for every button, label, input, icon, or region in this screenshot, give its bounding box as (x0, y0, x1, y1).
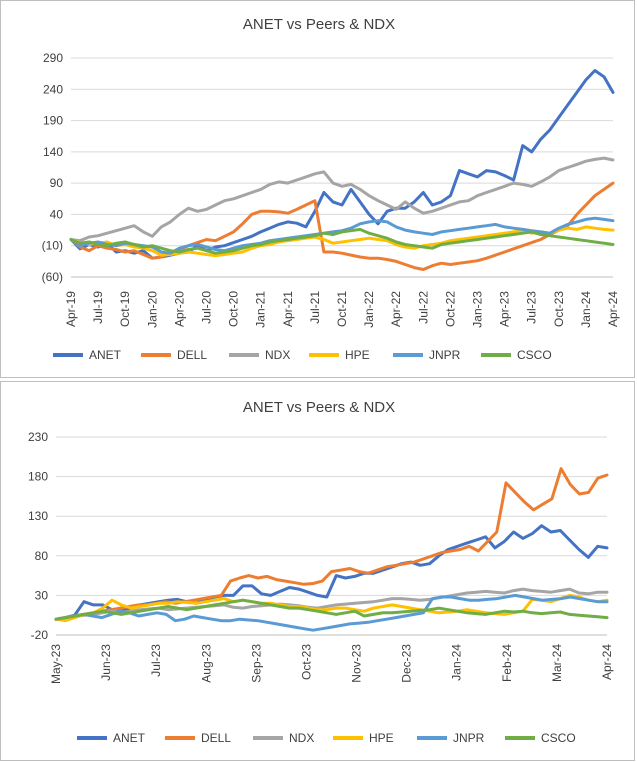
chart-2-legend-label-jnpr: JNPR (453, 731, 485, 745)
chart-1-x-tick-label: Jan-21 (254, 291, 268, 328)
chart-2-x-tick-label: Nov-23 (350, 644, 364, 683)
chart-2-y-tick-label: 180 (28, 470, 48, 484)
chart-1-legend-label-jnpr: JNPR (429, 348, 461, 362)
chart-1-legend-label-ndx: NDX (265, 348, 290, 362)
chart-2-legend-label-dell: DELL (201, 731, 231, 745)
chart-2-legend-label-hpe: HPE (369, 731, 394, 745)
chart-2-x-tick-label: Apr-24 (600, 644, 614, 680)
chart-1-x-tick-label: Oct-21 (335, 291, 349, 327)
chart-2-x-tick-label: Sep-23 (249, 644, 263, 683)
chart-2-x-tick-label: Aug-23 (199, 644, 213, 683)
chart-2-y-tick-label: 80 (35, 549, 49, 563)
chart-2-x-tick-label: Jun-23 (99, 644, 113, 681)
chart-2-x-tick-label: Feb-24 (500, 644, 514, 682)
chart-2-series-csco (54, 598, 609, 621)
chart-1-x-tick-label: Jan-24 (579, 291, 593, 328)
chart-2-y-tick-label: 130 (28, 509, 48, 523)
chart-1-y-tick-label: 190 (43, 114, 63, 128)
chart-1-title: ANET vs Peers & NDX (243, 16, 395, 33)
chart-1-legend-label-csco: CSCO (517, 348, 552, 362)
chart-1-y-tick-label: 140 (43, 145, 63, 159)
chart-2-x-tick-label: Jul-23 (149, 644, 163, 677)
chart-1-x-tick-label: Jul-23 (525, 291, 539, 324)
chart-1-x-tick-label: Apr-21 (281, 291, 295, 327)
chart-panel-2: ANET vs Peers & NDX May-23 Jun-23 Jul-23 Au… (0, 381, 635, 761)
chart-1-y-tick-label: 240 (43, 82, 63, 96)
chart-1-x-tick-label: Jan-20 (145, 291, 159, 328)
chart-2-y-tick-label: 230 (28, 430, 48, 444)
chart-1-x-tick-label: Jul-20 (200, 291, 214, 324)
chart-1-x-tick-label: Apr-19 (64, 291, 78, 327)
chart-1-x-tick-label: Oct-20 (227, 291, 241, 327)
chart-1-y-tick-label: 90 (50, 176, 64, 190)
chart-1-x-tick-label: Jan-23 (471, 291, 485, 328)
chart-1-y-tick-label: (60) (42, 270, 63, 284)
chart-1-svg: ANET vs Peers & NDX Apr-19 Jul-19 Oct-19 Ja… (42, 16, 620, 362)
chart-1-legend-label-anet: ANET (89, 348, 122, 362)
chart-1-x-tick-label: Jul-22 (416, 291, 430, 324)
chart-1-series-dell (69, 181, 615, 271)
chart-1-legend-label-dell: DELL (177, 348, 207, 362)
chart-2-x-tick-label: Dec-23 (400, 644, 414, 683)
chart-1-x-tick-label: Apr-22 (389, 291, 403, 327)
chart-1-x-tick-label: Jul-21 (308, 291, 322, 324)
chart-1-x-tick-label: Oct-22 (443, 291, 457, 327)
chart-1-x-tick-label: Jul-19 (91, 291, 105, 324)
chart-1-legend-label-hpe: HPE (345, 348, 370, 362)
chart-1-x-tick-label: Oct-23 (552, 291, 566, 327)
chart-2-title: ANET vs Peers & NDX (243, 399, 395, 416)
chart-2-x-tick-label: May-23 (49, 644, 63, 684)
chart-1-x-tick-label: Apr-24 (606, 291, 620, 327)
chart-1-x-tick-label: Jan-22 (362, 291, 376, 328)
chart-2-svg: ANET vs Peers & NDX May-23 Jun-23 Jul-23 Au… (28, 399, 614, 745)
chart-2-series-jnpr (54, 593, 609, 632)
chart-2-y-tick-label: 30 (35, 588, 49, 602)
chart-1-x-tick-label: Apr-23 (498, 291, 512, 327)
chart-1-y-tick-label: 290 (43, 51, 63, 65)
chart-1-series-csco (69, 227, 615, 255)
chart-2-legend-label-anet: ANET (113, 731, 146, 745)
chart-1-series-ndx (69, 156, 615, 243)
chart-1-x-tick-label: Oct-19 (118, 291, 132, 327)
chart-1-x-tick-label: Apr-20 (172, 291, 186, 327)
chart-2-legend-label-ndx: NDX (289, 731, 314, 745)
chart-panel-1: ANET vs Peers & NDX Apr-19 Jul-19 Oct-19 Ja… (0, 0, 635, 378)
chart-2-y-tick-label: -20 (31, 628, 49, 642)
chart-1-y-tick-label: (10) (42, 239, 63, 253)
chart-2-legend-label-csco: CSCO (541, 731, 576, 745)
chart-1-y-tick-label: 40 (50, 207, 64, 221)
chart-2-x-tick-label: Oct-23 (299, 644, 313, 680)
chart-2-x-tick-label: Mar-24 (550, 644, 564, 682)
chart-2-x-tick-label: Jan-24 (450, 644, 464, 681)
